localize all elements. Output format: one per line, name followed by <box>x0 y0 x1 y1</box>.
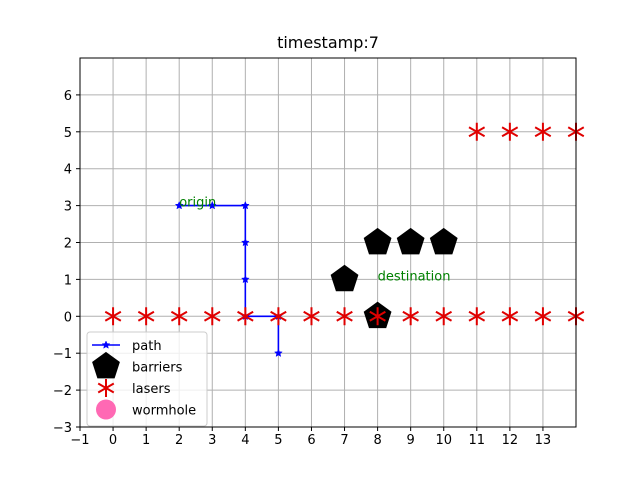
barriers-marker <box>330 264 359 292</box>
x-tick-label: 8 <box>373 433 381 448</box>
lasers-marker <box>203 307 221 326</box>
y-tick-label: 3 <box>64 200 72 215</box>
y-tick-label: 6 <box>64 89 72 104</box>
legend-label: wormhole <box>132 404 196 419</box>
path-marker <box>240 237 250 247</box>
lasers-marker <box>435 307 453 326</box>
lasers-marker <box>336 307 353 326</box>
path-marker <box>273 348 283 357</box>
x-tick-label: 11 <box>469 433 486 448</box>
lasers-marker <box>104 307 122 326</box>
path-marker <box>240 200 250 210</box>
x-tick-label: 6 <box>307 433 315 448</box>
lasers-marker <box>501 122 519 141</box>
legend-marker <box>96 399 116 420</box>
legend-box <box>86 331 208 427</box>
y-tick-label: −3 <box>53 421 72 436</box>
x-tick-label: 1 <box>142 433 150 448</box>
x-tick-label: 9 <box>407 433 415 448</box>
x-tick-label: 0 <box>109 433 117 448</box>
x-tick-label: 4 <box>241 433 249 448</box>
lasers-marker <box>237 307 254 326</box>
legend: path barriers lasers wormhole <box>86 331 208 427</box>
legend-marker <box>97 379 115 397</box>
lasers-marker <box>270 307 287 326</box>
x-tick-label: 3 <box>208 433 216 448</box>
barriers-marker <box>396 227 425 255</box>
y-tick-label: 4 <box>64 163 72 178</box>
lasers-marker <box>501 307 519 326</box>
y-tick-label: 1 <box>64 273 72 288</box>
y-tick-label: 5 <box>64 126 72 141</box>
y-tick-label: 0 <box>64 310 72 325</box>
annotation-label: destination <box>378 269 451 284</box>
legend-label: lasers <box>132 382 171 397</box>
y-tick-label: −2 <box>53 384 72 399</box>
path-marker <box>174 200 184 210</box>
lasers-marker <box>534 307 552 326</box>
lasers-marker <box>369 307 386 326</box>
legend-label: barriers <box>132 361 183 376</box>
lasers-marker <box>137 307 155 326</box>
x-tick-label: 12 <box>502 433 519 448</box>
lasers-marker <box>468 122 486 141</box>
lasers-marker <box>468 307 486 326</box>
x-tick-label: 7 <box>340 433 348 448</box>
x-tick-label: −1 <box>70 433 89 448</box>
barriers-marker <box>429 227 458 255</box>
y-tick-label: −1 <box>53 347 72 362</box>
x-tick-label: 5 <box>274 433 282 448</box>
lasers-marker <box>534 122 552 141</box>
lasers-marker <box>303 307 320 326</box>
legend-marker <box>101 340 111 349</box>
legend-marker <box>92 351 120 379</box>
path-marker <box>240 274 250 284</box>
lasers-marker <box>170 307 188 326</box>
y-tick-label: 2 <box>64 237 72 252</box>
lasers-marker <box>402 307 419 326</box>
legend-label: path <box>132 339 162 354</box>
path-line <box>179 204 280 354</box>
annotation-label: origin <box>179 196 216 211</box>
x-tick-label: 13 <box>535 433 552 448</box>
path-marker <box>207 200 217 210</box>
barriers-marker <box>363 227 392 255</box>
x-tick-label: 10 <box>435 433 452 448</box>
chart-title: timestamp:7 <box>277 33 379 52</box>
x-tick-label: 2 <box>175 433 183 448</box>
